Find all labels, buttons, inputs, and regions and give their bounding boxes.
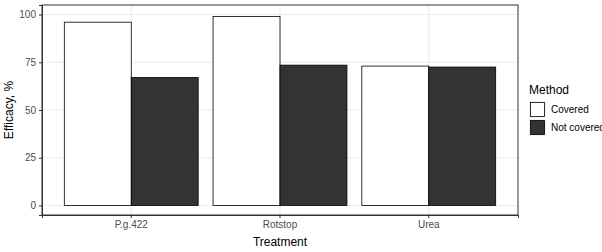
- grid: [42, 5, 518, 215]
- y-tick-label: 25: [25, 152, 37, 163]
- panel-border: [42, 5, 518, 215]
- bar: [362, 66, 429, 205]
- bars: [64, 16, 495, 205]
- legend: Method Covered Not covered: [529, 83, 602, 136]
- y-tick: 50: [25, 105, 42, 116]
- panel-background: [42, 5, 518, 215]
- x-tick: P.g.422: [115, 215, 149, 230]
- x-axis-line: [43, 216, 519, 219]
- bar: [280, 65, 347, 205]
- x-axis-title: Treatment: [253, 235, 308, 249]
- y-tick-mark: [39, 205, 42, 206]
- bar: [131, 78, 198, 206]
- legend-label: Not covered: [551, 122, 602, 133]
- y-tick-mark: [39, 15, 42, 16]
- legend-key-background: [529, 119, 546, 136]
- y-axis-line: [39, 6, 43, 216]
- legend-label: Covered: [551, 104, 589, 115]
- x-tick: Rotstop: [263, 215, 298, 230]
- legend-key-background: [529, 101, 546, 118]
- y-tick-mark: [39, 158, 42, 159]
- legend-title: Method: [529, 83, 569, 97]
- y-tick: 0: [30, 200, 42, 211]
- y-axis-title: Efficacy, %: [2, 81, 16, 140]
- x-tick-mark: [280, 215, 281, 218]
- y-tick: 25: [25, 152, 42, 163]
- bar: [213, 16, 280, 205]
- y-tick: 100: [19, 9, 42, 20]
- legend-key: [531, 103, 545, 117]
- y-tick: 75: [25, 57, 42, 68]
- x-axis: P.g.422 Rotstop Urea: [43, 215, 519, 230]
- y-tick-label: 100: [19, 9, 36, 20]
- x-tick-mark: [428, 215, 429, 218]
- x-tick-label: P.g.422: [115, 219, 149, 230]
- x-tick: Urea: [418, 215, 440, 230]
- y-tick-label: 0: [30, 200, 36, 211]
- y-tick-label: 75: [25, 57, 37, 68]
- y-axis: 0 25 50 75 100: [19, 6, 42, 216]
- chart: 0 25 50 75 100 P.g.422 Rotstop Urea Treatment Eff…: [0, 0, 602, 252]
- y-tick-mark: [39, 110, 42, 111]
- x-tick-label: Rotstop: [263, 219, 298, 230]
- y-tick-mark: [39, 62, 42, 63]
- plot: 0 25 50 75 100 P.g.422 Rotstop Urea: [19, 5, 518, 230]
- bar: [429, 67, 496, 205]
- legend-key: [531, 121, 545, 135]
- bar: [64, 22, 131, 205]
- x-tick-mark: [131, 215, 132, 218]
- y-tick-label: 50: [25, 105, 37, 116]
- x-tick-label: Urea: [418, 219, 440, 230]
